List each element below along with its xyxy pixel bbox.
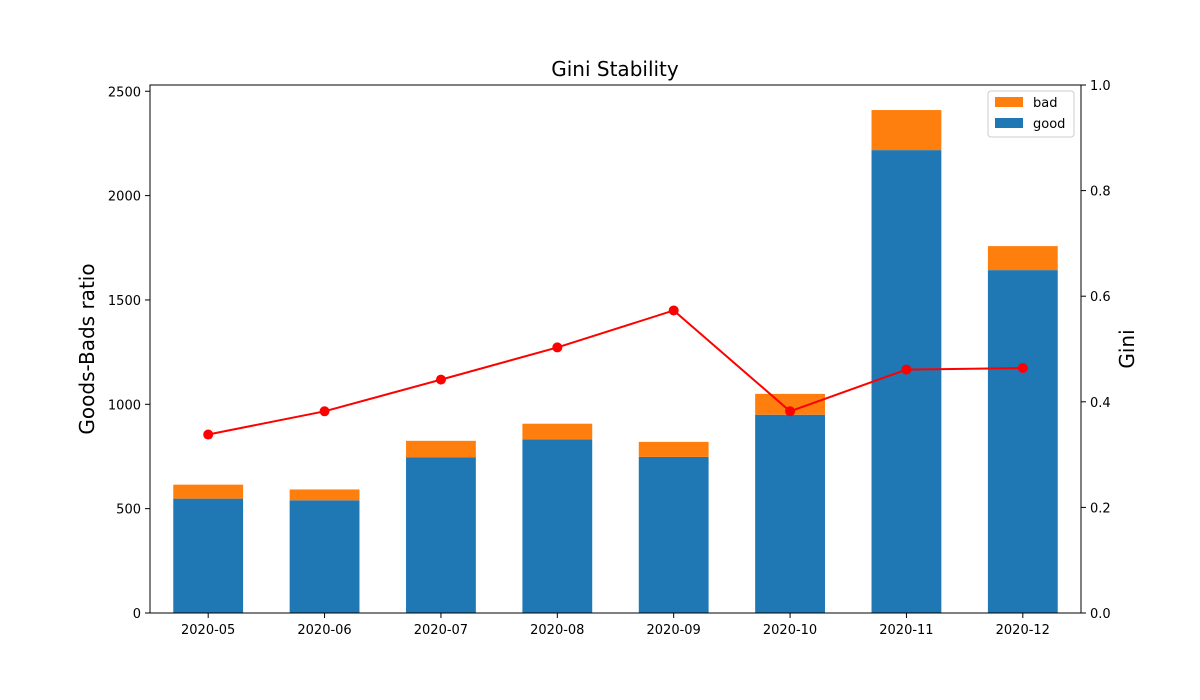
y-tick-label: 2000 [108, 190, 141, 205]
bar-good-2020-11 [871, 150, 942, 613]
y2-tick-label: 0.0 [1090, 607, 1111, 622]
right-y-axis-title: Gini [1115, 329, 1139, 368]
x-tick-label: 2020-07 [414, 623, 468, 638]
bar-bad-2020-12 [987, 246, 1058, 271]
gini-point-2020-05 [203, 429, 214, 440]
legend: bad good [987, 90, 1075, 138]
legend-label-bad: bad [1033, 96, 1057, 111]
gini-line [207, 309, 1023, 436]
bar-bad-2020-10 [755, 393, 825, 415]
x-tick-label: 2020-06 [297, 623, 351, 638]
legend-swatch-good [995, 118, 1023, 128]
bar-good-2020-09 [638, 456, 709, 613]
gini-point-2020-11 [901, 364, 912, 375]
y-tick-label: 500 [116, 503, 141, 518]
bar-good-2020-07 [406, 457, 476, 613]
gini-point-2020-08 [552, 342, 563, 353]
bar-bad-2020-06 [289, 489, 360, 501]
y-tick-label: 1500 [108, 294, 141, 309]
y-tick-label: 0 [133, 607, 141, 622]
bar-good-2020-08 [522, 439, 593, 613]
x-tick-label: 2020-05 [181, 623, 235, 638]
legend-swatch-bad [995, 97, 1023, 107]
gini-point-2020-12 [1017, 363, 1028, 374]
chart-title: Gini Stability [551, 57, 679, 81]
y2-tick-label: 0.6 [1090, 290, 1111, 305]
legend-label-good: good [1033, 117, 1065, 132]
y2-tick-label: 0.4 [1090, 396, 1111, 411]
right-y-axis-ticks: 0.0 0.2 0.4 0.6 0.8 1.0 [1081, 79, 1111, 622]
y2-tick-label: 0.2 [1090, 501, 1111, 516]
x-axis-ticks: 2020-05 2020-06 2020-07 2020-08 2020-09 2020-… [181, 613, 1050, 638]
bar-good-2020-06 [289, 500, 360, 613]
bar-good-2020-12 [987, 270, 1058, 613]
x-tick-label: 2020-11 [879, 623, 933, 638]
x-tick-label: 2020-12 [996, 623, 1050, 638]
y-tick-label: 1000 [108, 398, 141, 413]
bar-bad-2020-08 [522, 423, 593, 440]
bar-bad-2020-09 [638, 441, 709, 457]
bar-bad-2020-05 [173, 484, 244, 499]
gini-point-2020-07 [435, 374, 446, 385]
bar-bad-2020-07 [406, 440, 476, 458]
left-y-axis-ticks: 0 500 1000 1500 2000 2500 [108, 85, 150, 622]
bar-good-2020-10 [755, 414, 825, 613]
x-tick-label: 2020-09 [647, 623, 701, 638]
plot-frame [149, 84, 1082, 614]
gini-line-layer [203, 305, 1028, 440]
y2-tick-label: 0.8 [1090, 185, 1111, 200]
gini-point-2020-09 [668, 305, 679, 316]
x-tick-label: 2020-10 [763, 623, 817, 638]
y-tick-label: 2500 [108, 85, 141, 100]
gini-point-2020-10 [785, 406, 796, 417]
bar-good-2020-05 [173, 498, 244, 613]
left-y-axis-title: Goods-Bads ratio [75, 263, 99, 434]
bars-layer [173, 110, 1058, 613]
x-tick-label: 2020-08 [530, 623, 584, 638]
y2-tick-label: 1.0 [1090, 79, 1111, 94]
gini-point-2020-06 [319, 406, 330, 417]
bar-bad-2020-11 [871, 110, 942, 151]
